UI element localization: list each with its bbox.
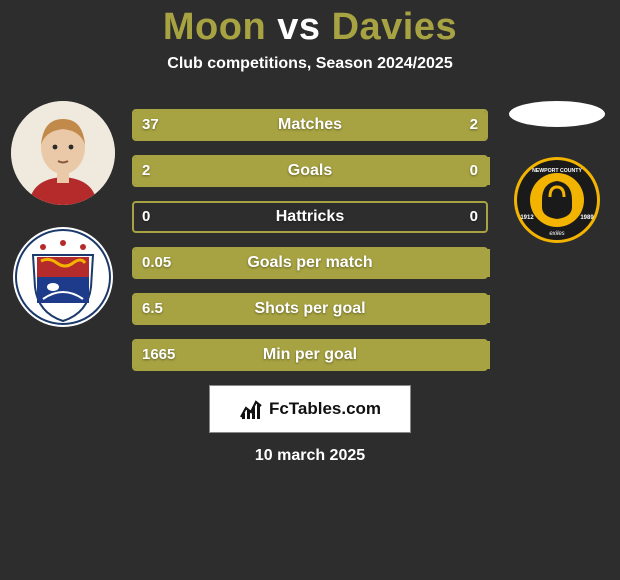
bar-track — [132, 201, 488, 233]
site-label: FcTables.com — [269, 399, 381, 419]
bar-fill-left — [134, 157, 490, 185]
player1-column — [8, 101, 118, 327]
bar-fill-left — [134, 341, 490, 369]
stat-row: Goals20 — [132, 155, 488, 187]
stats-bars: Matches372 Goals20 Hattricks00 Goals per ma… — [132, 109, 488, 371]
player1-club-badge — [13, 227, 113, 327]
player2-club-badge: NEWPORT COUNTY exiles 1912 1989 — [514, 157, 600, 243]
club-year-left: 1912 — [520, 215, 534, 221]
club-name-top: NEWPORT COUNTY — [532, 168, 582, 174]
stats-icon — [239, 397, 263, 421]
player2-column: NEWPORT COUNTY exiles 1912 1989 — [502, 101, 612, 243]
player2-avatar-placeholder — [509, 101, 605, 127]
stat-row: Shots per goal6.5 — [132, 293, 488, 325]
bar-fill-right — [468, 111, 486, 139]
stat-row: Matches372 — [132, 109, 488, 141]
club-year-right: 1989 — [580, 215, 594, 221]
stat-row: Min per goal1665 — [132, 339, 488, 371]
bar-fill-left — [134, 111, 469, 139]
player1-name: Moon — [163, 6, 266, 48]
subtitle: Club competitions, Season 2024/2025 — [0, 55, 620, 73]
bar-fill-left — [134, 249, 490, 277]
date: 10 march 2025 — [0, 447, 620, 465]
vs-word: vs — [277, 6, 320, 48]
bar-fill-left — [134, 295, 490, 323]
player2-name: Davies — [332, 6, 458, 48]
club-name-bottom: exiles — [549, 231, 564, 237]
stat-row: Hattricks00 — [132, 201, 488, 233]
site-badge[interactable]: FcTables.com — [209, 385, 411, 433]
player1-avatar — [11, 101, 115, 205]
stat-row: Goals per match0.05 — [132, 247, 488, 279]
page-title: Moon vs Davies — [0, 0, 620, 49]
comparison-content: NEWPORT COUNTY exiles 1912 1989 Matches3… — [0, 109, 620, 465]
